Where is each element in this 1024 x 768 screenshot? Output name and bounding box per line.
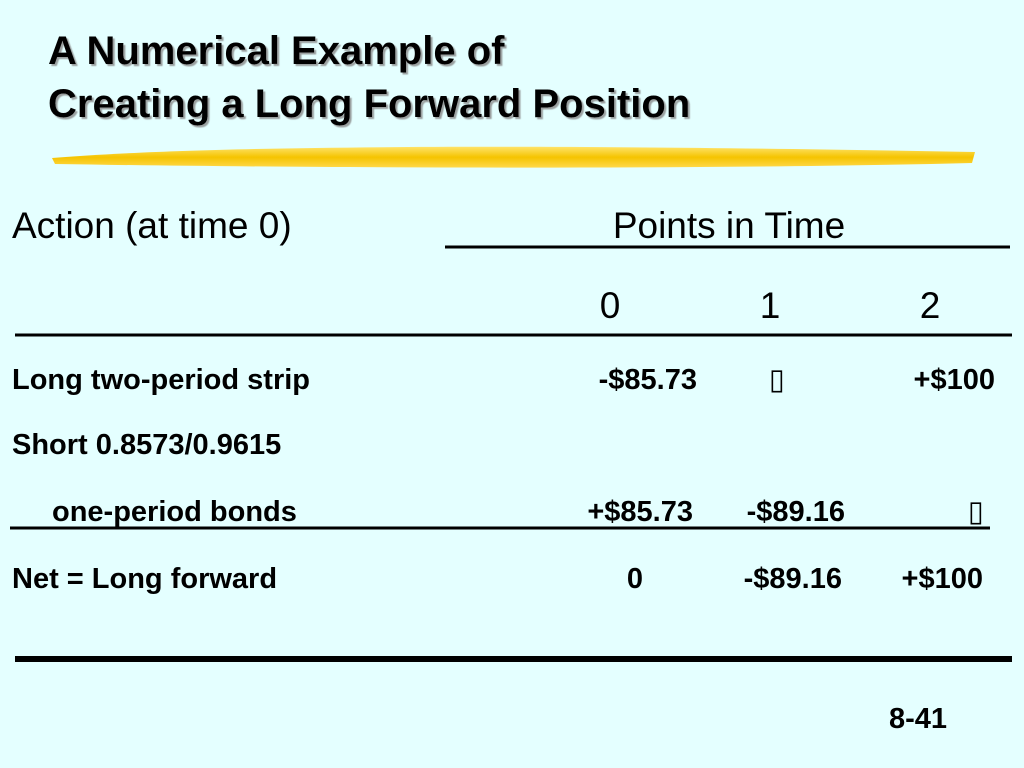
column-header: Action (at time 0) (12, 205, 292, 246)
row-label: Short 0.8573/0.9615 (12, 429, 281, 461)
cash-flow: -$89.16 (744, 563, 842, 595)
title-line: Creating a Long Forward Position (48, 82, 690, 126)
row-label: one-period bonds (52, 496, 297, 528)
time-label: 0 (600, 285, 621, 326)
table-rows: Long two-period strip -$85.73 ▯ +$100 Short … (12, 364, 995, 595)
cash-flow: ▯ (769, 364, 785, 396)
cash-flow: +$100 (914, 364, 995, 396)
cash-flow: 0 (627, 563, 643, 595)
cash-flow: -$85.73 (599, 364, 697, 396)
cash-flow: ▯ (968, 496, 984, 528)
cash-flow: +$100 (902, 563, 983, 595)
brush-underline (52, 146, 975, 168)
time-label: 1 (760, 285, 781, 326)
cash-flow: -$89.16 (747, 496, 845, 528)
column-header: Points in Time (613, 205, 845, 246)
page-number: 8-41 (889, 703, 947, 735)
time-columns: 0 1 2 (600, 285, 941, 326)
time-label: 2 (920, 285, 941, 326)
title-line: A Numerical Example of (48, 29, 505, 73)
cash-flow: +$85.73 (587, 496, 693, 528)
row-label: Net = Long forward (12, 563, 277, 595)
title: A Numerical Example of Creating a Long F… (48, 29, 690, 126)
row-label: Long two-period strip (12, 364, 310, 396)
